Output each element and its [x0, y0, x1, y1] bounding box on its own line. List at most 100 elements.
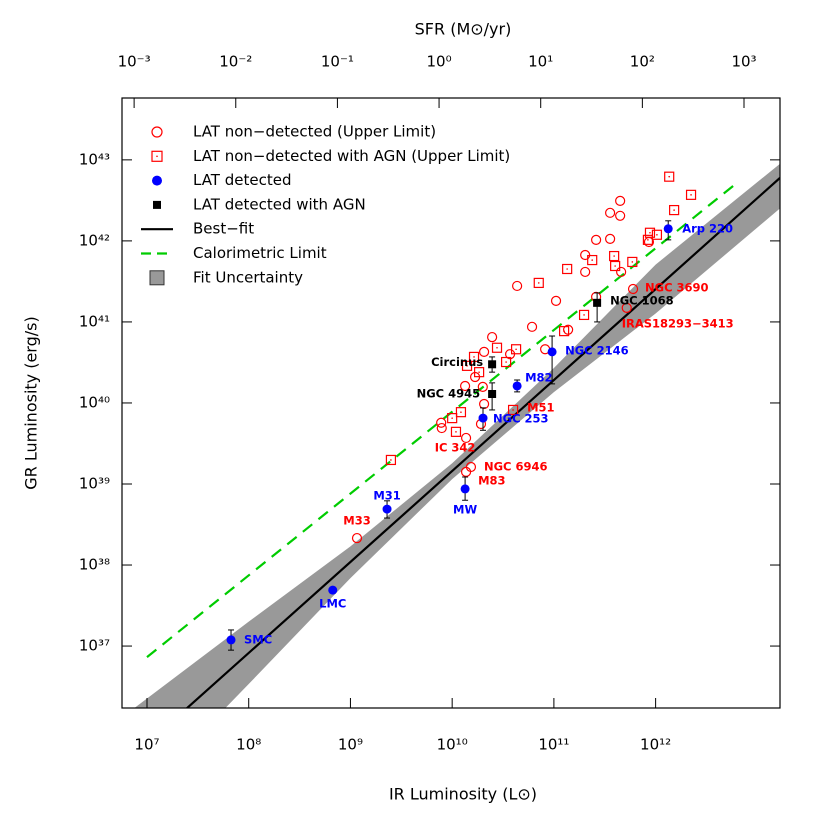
data-point — [593, 298, 602, 307]
marker-dot — [690, 194, 692, 196]
data-point — [616, 266, 627, 278]
legend-swatch — [149, 270, 165, 286]
point-label: Circinus — [431, 355, 483, 369]
data-point — [609, 250, 620, 262]
data-point — [578, 309, 590, 321]
marker-shape — [474, 367, 485, 378]
data-point — [436, 417, 447, 428]
marker-shape — [151, 150, 163, 162]
x2-tick-label: 10⁻³ — [118, 53, 151, 71]
y-tick-label: 10³⁸ — [79, 556, 110, 574]
x-tick-label: 10¹⁰ — [437, 736, 468, 754]
data-point — [478, 346, 490, 357]
marker-shape — [507, 404, 519, 416]
point-label: M83 — [478, 473, 505, 487]
point-label: NGC 1068 — [610, 293, 674, 307]
point-label: NGC 6946 — [484, 460, 548, 474]
marker-dot — [649, 231, 651, 234]
marker-dot — [473, 356, 475, 358]
data-point — [487, 331, 498, 343]
x2-tick-label: 10⁰ — [427, 53, 452, 71]
data-point — [488, 360, 497, 369]
x2-axis-title: SFR (M⊙/yr) — [415, 20, 512, 39]
marker-shape — [447, 413, 458, 424]
marker-shape — [468, 351, 480, 363]
point-label: NGC 253 — [493, 412, 549, 426]
data-point — [507, 404, 519, 416]
marker-shape — [461, 360, 473, 371]
data-point — [651, 229, 663, 240]
marker-shape — [663, 224, 673, 234]
marker-shape — [651, 229, 663, 240]
point-label: M31 — [373, 489, 400, 503]
marker-shape — [153, 200, 161, 209]
data-point — [533, 277, 544, 289]
data-point — [460, 484, 470, 494]
marker-shape — [501, 356, 512, 368]
marker-shape — [627, 283, 639, 295]
marker-dot — [613, 255, 615, 257]
y-tick-label: 10⁴¹ — [79, 312, 110, 330]
data-point — [627, 283, 639, 295]
marker-dot — [614, 265, 616, 267]
data-point — [491, 342, 503, 353]
point-label: IRAS18293−3413 — [622, 316, 734, 330]
marker-shape — [460, 466, 472, 477]
marker-dot — [566, 268, 568, 270]
data-point — [559, 326, 570, 337]
data-point — [455, 407, 467, 418]
x2-tick-label: 10¹ — [528, 53, 553, 71]
point-label: MW — [453, 502, 477, 516]
marker-shape — [459, 380, 471, 392]
band-layer — [134, 163, 780, 708]
marker-shape — [644, 227, 656, 238]
uncertainty-band — [134, 163, 780, 708]
marker-shape — [512, 381, 522, 391]
legend-item: Calorimetric Limit — [141, 244, 327, 262]
legend-item: Fit Uncertainty — [149, 268, 303, 286]
data-point — [644, 227, 656, 238]
data-point — [226, 635, 236, 645]
point-label: Arp 220 — [682, 221, 733, 235]
marker-dot — [455, 431, 457, 433]
marker-shape — [436, 417, 447, 428]
data-point — [591, 234, 602, 245]
y-axis-title: GR Luminosity (erg/s) — [22, 316, 41, 489]
legend-item: LAT non−detected with AGN (Upper Limit) — [151, 147, 510, 165]
point-label: M82 — [525, 370, 552, 384]
data-point — [669, 204, 680, 216]
marker-shape — [621, 302, 632, 313]
x2-tick-label: 10³ — [731, 53, 756, 71]
marker-shape — [478, 398, 490, 410]
point-label: M33 — [343, 514, 370, 528]
marker-shape — [616, 266, 627, 278]
marker-dot — [537, 282, 540, 284]
marker-dot — [505, 361, 507, 363]
data-point — [474, 367, 485, 378]
data-point — [547, 347, 557, 357]
data-point — [328, 585, 338, 595]
data-point — [580, 266, 591, 278]
x2-tick-label: 10⁻¹ — [321, 53, 354, 71]
x2-tick-label: 10² — [630, 53, 655, 71]
x-axis-title: IR Luminosity (L⊙) — [389, 785, 537, 804]
marker-shape — [478, 346, 490, 357]
marker-shape — [587, 254, 598, 266]
data-point — [621, 302, 632, 313]
data-point — [605, 233, 616, 244]
data-point — [460, 466, 472, 477]
marker-shape — [550, 295, 562, 306]
marker-shape — [547, 347, 557, 357]
marker-dot — [656, 233, 658, 236]
marker-shape — [664, 171, 675, 182]
data-point — [477, 381, 488, 392]
x-tick-label: 10⁹ — [338, 736, 363, 754]
marker-shape — [226, 635, 236, 645]
data-point — [351, 532, 363, 544]
data-point — [587, 254, 598, 266]
marker-shape — [627, 256, 638, 268]
point-label: IC 342 — [435, 440, 476, 454]
